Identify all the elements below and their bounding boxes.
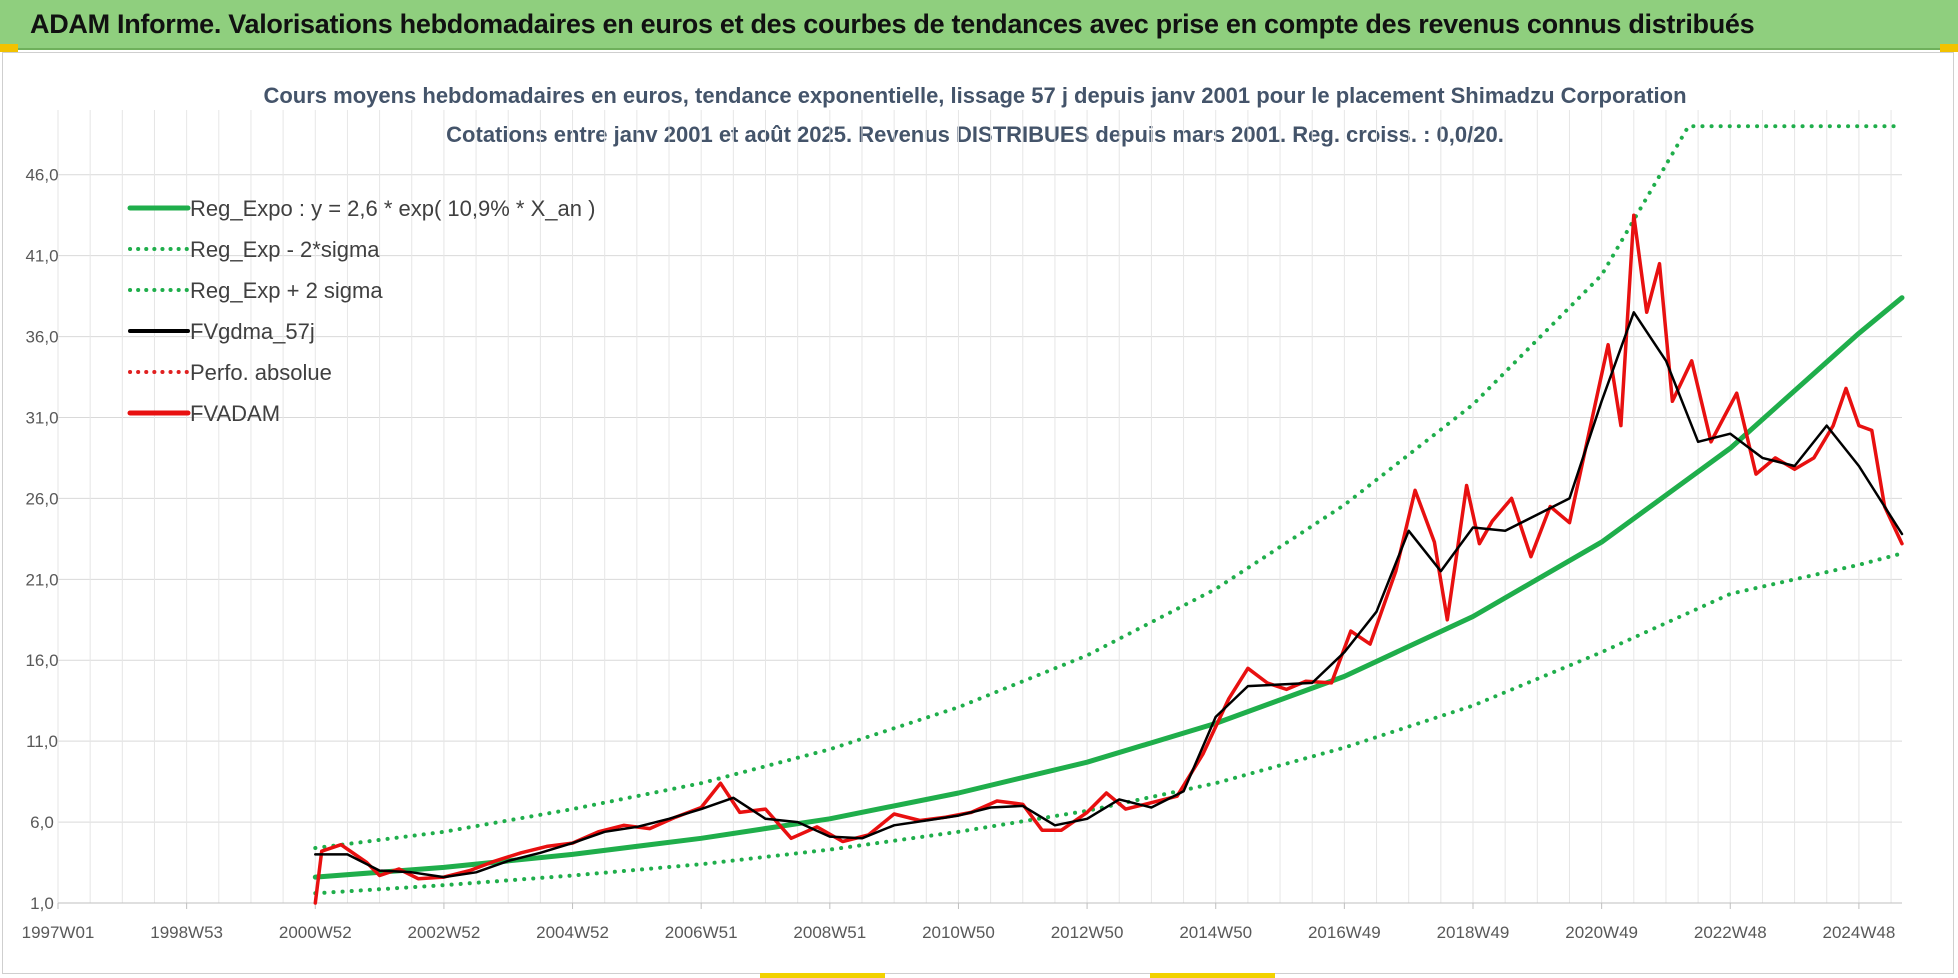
x-tick-label: 2008W51 [793,923,866,942]
chart-title-line1: Cours moyens hebdomadaires en euros, ten… [263,83,1686,108]
chart-title-line2: Cotations entre janv 2001 et août 2025. … [446,122,1504,147]
series-line-0 [312,295,1905,880]
series-line-3 [314,311,1904,879]
x-tick-label: 2000W52 [279,923,352,942]
y-tick-label: 21,0 [25,570,58,589]
y-tick-label: 36,0 [25,328,58,347]
y-tick-label: 26,0 [25,489,58,508]
x-axis: 1997W01 1998W53 2000W52 2002W52 2004W52 2006W… [22,902,1902,942]
legend-label: Perfo. absolue [190,360,332,385]
report-banner: ADAM Informe. Valorisations hebdomadaire… [0,0,1958,52]
series-line-2 [313,124,1904,850]
x-tick-label: 2014W50 [1179,923,1252,942]
x-tick-label: 2010W50 [922,923,995,942]
x-tick-label: 2012W50 [1051,923,1124,942]
bottom-marker [1150,973,1275,978]
y-tick-label: 1,0 [30,894,54,913]
y-tick-label: 46,0 [25,166,58,185]
legend-label: Reg_Expo : y = 2,6 * exp( 10,9% * X_an ) [190,196,595,221]
x-tick-label: 2016W49 [1308,923,1381,942]
y-tick-label: 31,0 [25,408,58,427]
x-tick-label: 2018W49 [1437,923,1510,942]
banner-corner-left [0,44,18,52]
banner-corner-right [1940,44,1958,52]
y-tick-label: 16,0 [25,651,58,670]
x-tick-label: 2002W52 [408,923,481,942]
y-tick-label: 11,0 [26,732,58,751]
x-tick-label: 1997W01 [22,923,95,942]
y-axis: 1,0 6,0 11,0 16,0 21,0 26,0 31,0 36,0 41,0 46,0 [25,166,58,913]
series-line-5 [313,213,1904,905]
bottom-marker [760,973,885,978]
y-tick-label: 41,0 [25,247,58,266]
legend-label: FVADAM [190,401,280,426]
chart-frame [2,52,1954,974]
x-tick-label: 2022W48 [1694,923,1767,942]
series-layer [312,124,1905,905]
x-tick-label: 2004W52 [536,923,609,942]
y-tick-label: 6,0 [30,813,54,832]
legend-label: Reg_Exp + 2 sigma [190,278,383,303]
banner-title: ADAM Informe. Valorisations hebdomadaire… [30,9,1755,39]
legend-label: FVgdma_57j [190,319,315,344]
grid [57,110,1902,904]
legend-label: Reg_Exp - 2*sigma [190,237,380,262]
x-tick-label: 2020W49 [1565,923,1638,942]
x-tick-label: 2006W51 [665,923,738,942]
series-line-1 [313,551,1904,896]
x-tick-label: 1998W53 [150,923,223,942]
legend: Reg_Expo : y = 2,6 * exp( 10,9% * X_an )… [127,196,595,426]
x-tick-label: 2024W48 [1823,923,1896,942]
